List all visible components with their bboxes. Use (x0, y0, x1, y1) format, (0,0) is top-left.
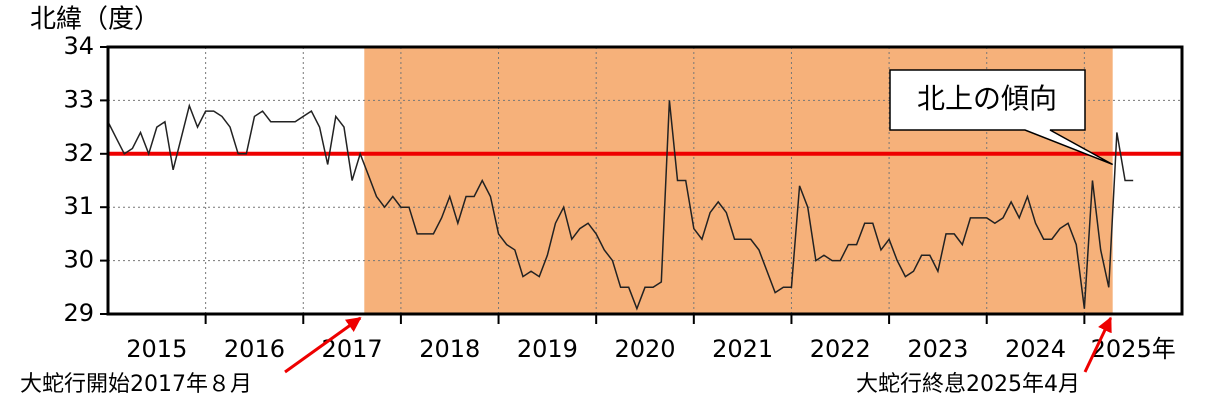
data-line (107, 100, 1134, 311)
x-tick-label: 2015 (126, 335, 187, 363)
y-tick-label: 33 (63, 85, 94, 113)
annotation-text: 大蛇行開始2017年８月 (20, 372, 252, 397)
annotation-arrow (284, 316, 362, 374)
callout-box (889, 69, 1114, 166)
x-tick-label: 2022 (810, 335, 871, 363)
y-tick-label: 32 (63, 139, 94, 167)
plot-frame (106, 45, 1184, 316)
annotation-text: 大蛇行終息2025年4月 (856, 372, 1080, 397)
x-tick-label: 2016 (224, 335, 285, 363)
callout-text: 北上の傾向 (917, 82, 1057, 115)
x-tick-label: 2023 (907, 335, 968, 363)
x-tick-label: 2019 (517, 335, 578, 363)
x-tick-label: 2021 (712, 335, 773, 363)
y-tick-label: 29 (63, 299, 94, 327)
x-tick-label: 2025年 (1091, 335, 1176, 363)
y-axis-label: 北緯（度） (30, 5, 160, 35)
annotation-arrow (1083, 316, 1113, 373)
x-tick-label: 2024 (1005, 335, 1066, 363)
x-tick-label: 2020 (614, 335, 675, 363)
x-tick-label: 2018 (419, 335, 480, 363)
y-tick-label: 31 (63, 192, 94, 220)
y-tick-label: 34 (63, 32, 94, 60)
y-tick-label: 30 (63, 246, 94, 274)
